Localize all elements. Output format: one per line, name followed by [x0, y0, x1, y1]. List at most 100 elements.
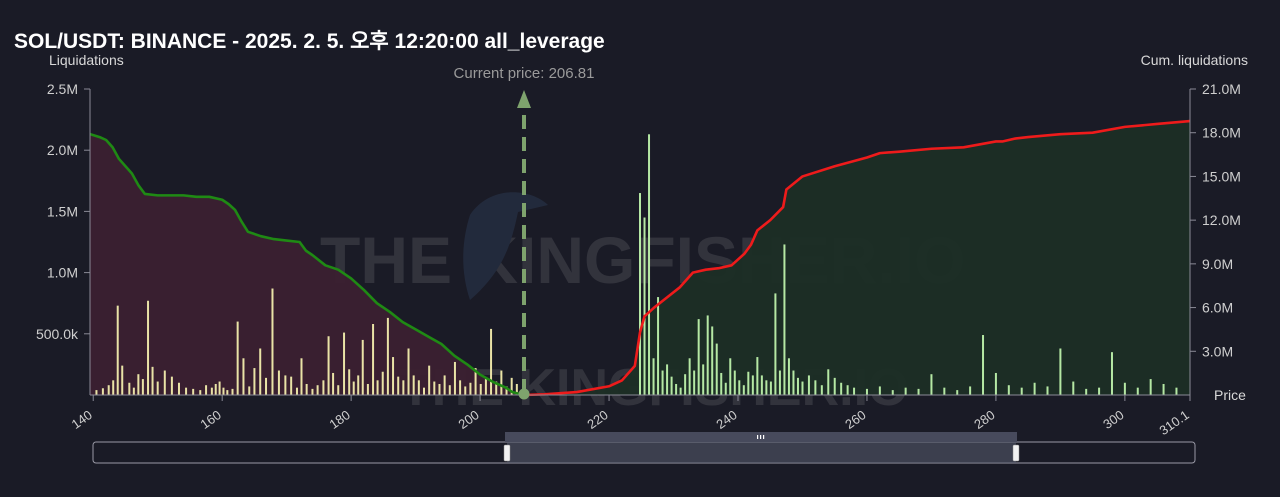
liquidation-bar [706, 315, 709, 395]
liquidation-bar [177, 382, 180, 395]
liquidation-bar [305, 383, 308, 395]
current-price-arrow-icon [517, 90, 532, 108]
cumulative-lines [89, 119, 1191, 397]
range-slider[interactable] [92, 432, 1196, 464]
liquidation-bar [500, 370, 503, 395]
liquidation-bar [796, 377, 799, 395]
range-slider-left-handle[interactable] [503, 444, 511, 462]
liquidation-bar [1046, 386, 1049, 395]
range-slider-window[interactable] [507, 442, 1016, 463]
liquidation-bar [392, 357, 395, 395]
liquidation-bar [878, 386, 881, 395]
liquidation-bar [121, 365, 124, 395]
liquidation-bar [433, 381, 436, 395]
liquidation-bar [982, 335, 985, 395]
liquidation-bar [1110, 352, 1113, 395]
liquidation-bar [107, 385, 110, 395]
liquidation-bar [156, 381, 159, 395]
liquidation-bar [231, 388, 234, 395]
liquidation-bar [327, 336, 330, 395]
liquidation-bar [827, 369, 830, 395]
liquidation-bar [151, 366, 154, 395]
current-price-dot [518, 388, 530, 400]
right-tick-label: 9.0M [1202, 256, 1233, 272]
liquidation-bar [666, 364, 669, 395]
liquidation-bar [101, 388, 104, 395]
liquidation-bar [352, 381, 355, 395]
liquidation-bar [807, 375, 810, 395]
liquidation-bar [464, 386, 467, 395]
liquidation-bar [1059, 348, 1062, 395]
liquidation-bar [943, 387, 946, 395]
liquidation-bar [1020, 387, 1023, 395]
kingfisher-bird-icon [463, 192, 548, 300]
liquidation-bar [163, 370, 166, 395]
liquidation-bar [428, 365, 431, 395]
liquidation-bar [343, 332, 346, 395]
liquidation-bar [765, 380, 768, 395]
liquidation-bar [205, 385, 208, 395]
liquidation-bar [688, 358, 691, 395]
cum-long-fill [524, 121, 1190, 396]
scrollbar-grip-icon[interactable] [757, 435, 765, 439]
liquidation-bar [969, 386, 972, 395]
liquidation-bar [917, 388, 920, 395]
liquidation-bar [652, 358, 655, 395]
liquidation-bar [769, 381, 772, 395]
chart-title: SOL/USDT: BINANCE - 2025. 2. 5. 오후 12:20… [14, 29, 605, 53]
range-slider-right-handle[interactable] [1012, 444, 1020, 462]
liquidation-bar [720, 372, 723, 395]
liquidation-bar [366, 383, 369, 395]
liquidation-bar [778, 370, 781, 395]
liquidation-bar [515, 383, 518, 395]
liquidation-bar [756, 357, 759, 395]
x-tick-label: 280 [971, 407, 997, 432]
liquidation-bar [801, 381, 804, 395]
liquidation-bar [702, 364, 705, 395]
liquidation-bar [376, 380, 379, 395]
liquidation-bar [814, 380, 817, 395]
liquidation-bar [95, 390, 98, 395]
cum-short-line [89, 132, 525, 397]
liquidation-bar [422, 387, 425, 395]
x-tick-label: 140 [69, 407, 95, 432]
liquidation-bar [833, 377, 836, 395]
liquidation-bar [311, 388, 314, 395]
right-tick-label: 15.0M [1202, 168, 1241, 184]
liquidation-bar [956, 390, 959, 395]
liquidation-bar [141, 379, 144, 395]
liquidation-bar [361, 339, 364, 395]
liquidation-bar [724, 382, 727, 395]
right-tick-label: 3.0M [1202, 343, 1233, 359]
current-price-label: Current price: 206.81 [454, 65, 595, 82]
liquidation-bar [1072, 381, 1075, 395]
liquidation-bar [675, 383, 678, 395]
liquidation-bar [697, 319, 700, 395]
liquidation-bar [459, 380, 462, 395]
right-tick-label: 6.0M [1202, 300, 1233, 316]
liquidation-bar [332, 372, 335, 395]
liquidation-bar [474, 368, 477, 395]
liquidation-bar [1098, 387, 1101, 395]
liquidation-bar [820, 385, 823, 395]
x-tick-label: 300 [1100, 407, 1126, 432]
liquidation-bar [443, 375, 446, 395]
liquidation-bar [226, 390, 229, 395]
liquidation-bar [1123, 382, 1126, 395]
liquidation-bar [846, 385, 849, 395]
liquidation-bar [643, 217, 646, 395]
left-tick-label: 1.0M [47, 265, 78, 281]
liquidation-bar [438, 383, 441, 395]
liquidation-bar [147, 300, 150, 395]
liquidation-bar [760, 375, 763, 395]
liquidation-bar [751, 375, 754, 395]
liquidation-bar [348, 369, 351, 395]
liquidation-bar [277, 370, 280, 395]
liquidation-bar [337, 385, 340, 395]
liquidation-bar [1136, 387, 1139, 395]
x-tick-label: 160 [198, 407, 224, 432]
liquidation-bar [792, 370, 795, 395]
liquidation-bar [1175, 387, 1178, 395]
liquidation-bar [729, 358, 732, 395]
right-tick-label: 21.0M [1202, 81, 1241, 97]
